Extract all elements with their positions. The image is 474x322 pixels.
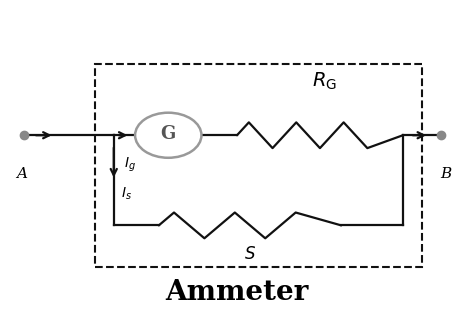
Text: G: G — [161, 125, 176, 143]
Text: $S$: $S$ — [244, 246, 256, 263]
Text: B: B — [440, 167, 451, 181]
Text: Ammeter: Ammeter — [165, 279, 309, 306]
Text: $R_\mathrm{G}$: $R_\mathrm{G}$ — [312, 71, 337, 92]
Circle shape — [135, 113, 201, 158]
Text: $I_s$: $I_s$ — [121, 185, 132, 202]
Text: A: A — [16, 167, 27, 181]
Text: $I_g$: $I_g$ — [124, 156, 136, 175]
Bar — [95, 64, 422, 267]
